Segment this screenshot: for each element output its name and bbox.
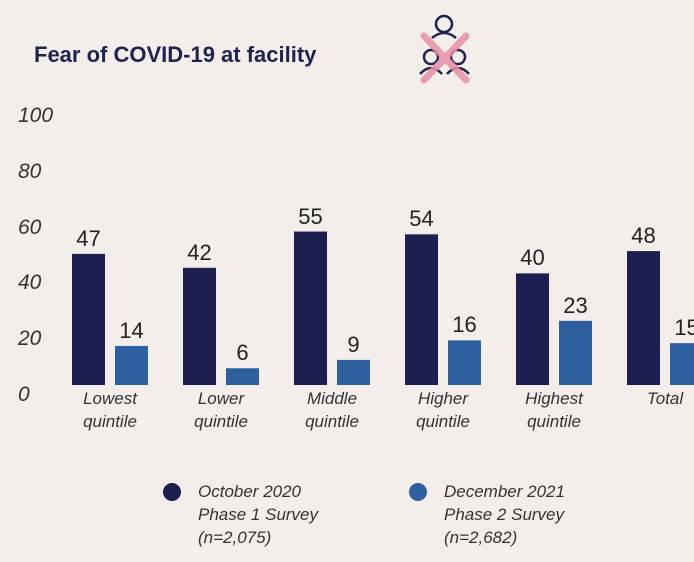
bar [405, 234, 438, 385]
legend-label: October 2020 Phase 1 Survey (n=2,075) [198, 482, 319, 547]
bar [183, 267, 216, 385]
y-tick-label: 20 [18, 327, 42, 351]
value-label: 40 [520, 245, 545, 271]
bar [670, 343, 694, 385]
x-tick-label: Middle quintile [305, 389, 359, 431]
bar [294, 231, 327, 385]
y-tick-label: 80 [18, 159, 42, 183]
bar [448, 340, 481, 385]
bar [337, 359, 370, 385]
value-label: 16 [452, 312, 477, 338]
value-label: 6 [236, 340, 249, 366]
value-label: 55 [298, 203, 323, 229]
value-label: 47 [76, 225, 101, 251]
bar [226, 368, 259, 385]
chart-title: Fear of COVID-19 at facility [34, 42, 317, 67]
icon [419, 14, 470, 84]
legend-marker [409, 483, 427, 501]
y-tick-label: 100 [18, 104, 54, 127]
value-label: 23 [563, 292, 588, 318]
legend-marker [163, 483, 181, 501]
bar [115, 345, 148, 385]
value-label: 9 [347, 331, 360, 357]
bar [516, 273, 549, 385]
value-label: 54 [409, 206, 434, 232]
x-tick-label: Total [646, 389, 684, 408]
value-label: 48 [631, 223, 656, 249]
y-tick-label: 40 [18, 271, 42, 295]
bar [72, 253, 105, 385]
x-tick-label: Lower quintile [194, 389, 248, 431]
value-label: 14 [119, 317, 144, 343]
x-tick-label: Higher quintile [416, 389, 470, 431]
y-tick-label: 60 [18, 215, 42, 239]
x-tick-label: Lowest quintile [83, 389, 137, 431]
x-tick-label: Highest quintile [525, 389, 583, 431]
value-label: 15 [674, 315, 694, 341]
y-tick-label: 0 [18, 383, 30, 406]
value-label: 42 [187, 239, 212, 265]
bar [559, 320, 592, 385]
legend-label: December 2021 Phase 2 Survey (n=2,682) [444, 482, 565, 547]
bar [627, 251, 660, 385]
